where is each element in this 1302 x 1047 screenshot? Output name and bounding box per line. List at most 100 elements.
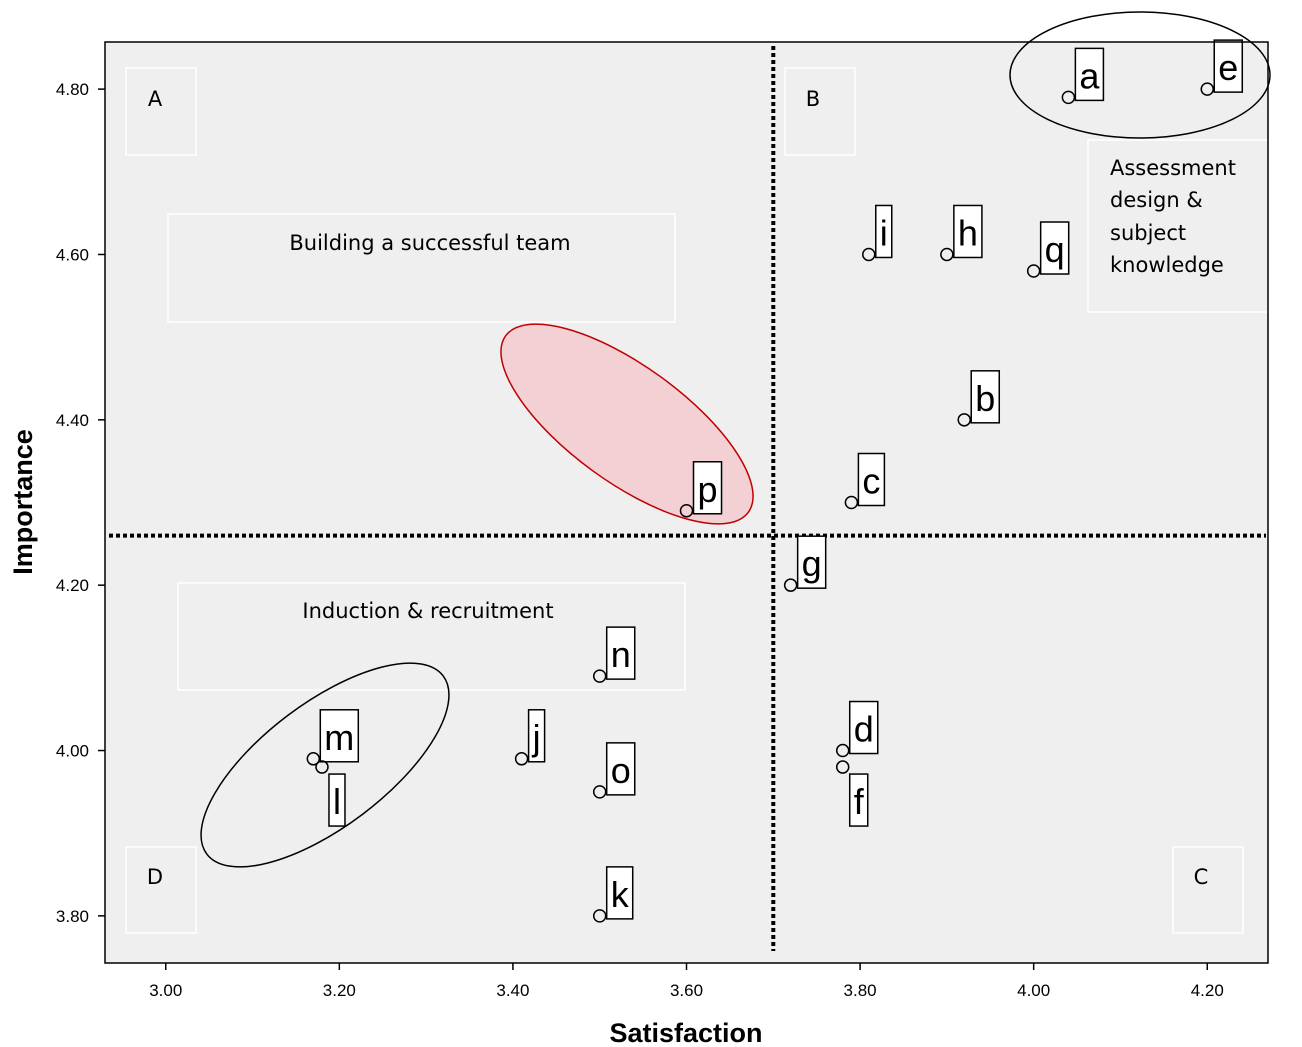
point-label-text: f — [854, 781, 865, 822]
point-label-text: o — [611, 750, 631, 791]
point-label-text: k — [611, 874, 630, 915]
point — [957, 413, 971, 427]
point-label-box — [953, 204, 983, 259]
point — [592, 669, 607, 683]
point-label: h — [953, 204, 983, 259]
point-label-box — [857, 452, 886, 507]
x-axis-title: Satisfaction — [609, 1018, 762, 1047]
annotation: design & — [1110, 188, 1203, 212]
x-tick-label: 3.00 — [149, 981, 182, 1000]
point-label: e — [1213, 39, 1244, 93]
x-tick-label: 4.00 — [1017, 981, 1050, 1000]
point-label-box — [796, 535, 827, 589]
y-tick-label: 3.80 — [56, 907, 89, 926]
x-tick-label: 3.40 — [496, 981, 529, 1000]
point-label: b — [970, 370, 1001, 424]
point — [306, 752, 321, 766]
quadrant-box — [1172, 846, 1244, 934]
point-label-box — [970, 370, 1001, 424]
annotation: subject — [1110, 221, 1186, 245]
point-label-text: a — [1079, 55, 1100, 96]
point — [940, 247, 954, 262]
y-tick-label: 4.00 — [56, 742, 89, 761]
highlight-ellipse — [500, 323, 754, 525]
point-label: d — [848, 700, 879, 755]
quadrant-label: A — [148, 87, 163, 111]
point-label-box — [1039, 221, 1070, 275]
y-tick-label: 4.20 — [56, 576, 89, 595]
point-label: p — [692, 461, 723, 515]
point-label-text: m — [324, 717, 354, 758]
point-label: a — [1074, 47, 1105, 102]
point-label: o — [605, 742, 636, 796]
point — [783, 578, 798, 592]
point-label-text: n — [611, 634, 631, 675]
point-label: m — [319, 709, 360, 763]
annotation: Building a successful team — [289, 231, 570, 255]
point-label: l — [328, 773, 346, 827]
point-label-box — [605, 742, 636, 796]
quadrant-label: C — [1194, 865, 1209, 889]
point-label-box — [875, 204, 893, 259]
point — [315, 760, 329, 774]
point — [592, 909, 607, 923]
y-axis-title: Importance — [8, 429, 38, 575]
point — [862, 247, 876, 262]
point — [1061, 90, 1076, 105]
x-tick-label: 3.80 — [844, 981, 877, 1000]
point-label-text: i — [880, 212, 888, 253]
annotation: Assessment — [1110, 156, 1236, 180]
quadrant-box — [784, 67, 856, 156]
group-ellipse — [200, 662, 450, 868]
point — [1026, 264, 1041, 278]
point-label-box — [692, 461, 723, 515]
point-label-box — [328, 773, 346, 827]
annotation: knowledge — [1110, 253, 1224, 277]
y-tick-label: 4.40 — [56, 411, 89, 430]
annotation: Induction & recruitment — [302, 599, 553, 623]
point — [592, 785, 607, 799]
quadrant-label: B — [806, 87, 820, 111]
point-label: j — [527, 709, 546, 763]
point-label-text: e — [1218, 47, 1238, 88]
quadrant-box — [125, 67, 197, 156]
group-ellipse — [1009, 11, 1271, 139]
point-label-box — [319, 709, 360, 763]
point — [679, 504, 694, 518]
point-label-box — [527, 709, 546, 763]
point-label-text: p — [698, 469, 718, 510]
y-tick-label: 4.80 — [56, 80, 89, 99]
point-label-box — [1074, 47, 1105, 102]
annotation-box — [167, 213, 676, 323]
y-tick-label: 4.60 — [56, 245, 89, 264]
point — [1200, 82, 1214, 96]
point-label-text: l — [333, 781, 341, 822]
point-label-text: g — [802, 543, 822, 584]
point-label: k — [605, 866, 634, 920]
point-label-box — [1213, 39, 1244, 93]
point-label-text: b — [975, 378, 995, 419]
point-label: n — [605, 626, 636, 680]
point-label-text: c — [862, 461, 880, 502]
point-label: f — [848, 773, 869, 827]
x-tick-label: 3.60 — [670, 981, 703, 1000]
point — [514, 752, 529, 766]
point-label: q — [1039, 221, 1070, 275]
point — [844, 495, 859, 510]
point-label-text: d — [854, 709, 874, 750]
quadrant-label: D — [147, 865, 163, 889]
point-label-box — [605, 866, 634, 920]
point-label-text: j — [532, 717, 541, 758]
point-label-text: h — [958, 212, 978, 253]
point-label-text: q — [1045, 229, 1065, 270]
point-label-box — [605, 626, 636, 680]
point-label: c — [857, 452, 886, 507]
point-label: g — [796, 535, 827, 589]
x-tick-label: 4.20 — [1191, 981, 1224, 1000]
quadrant-box — [125, 846, 197, 934]
point — [835, 743, 850, 758]
point-label-box — [848, 700, 879, 755]
annotation-box — [177, 582, 686, 691]
point-label: i — [875, 204, 893, 259]
